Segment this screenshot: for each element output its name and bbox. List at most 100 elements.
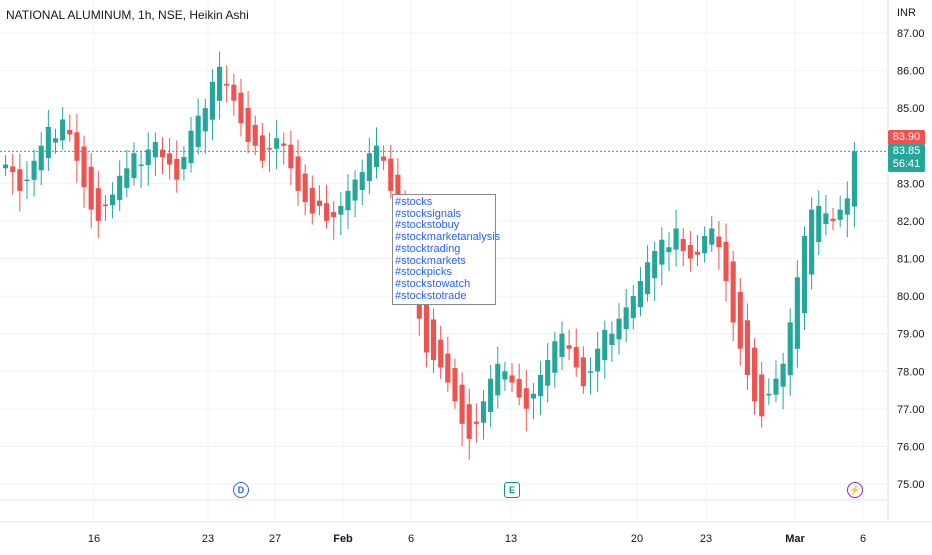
candle-body — [801, 235, 808, 314]
x-tick-label: 16 — [88, 533, 100, 545]
candle-body — [252, 124, 258, 146]
candle-body — [466, 404, 472, 439]
candle-body — [595, 348, 601, 372]
annotation-line: #stockmarketanalysis — [395, 231, 501, 244]
annotation-line: #stockstobuy — [395, 219, 460, 232]
candle-body — [602, 329, 608, 361]
candle-body — [52, 138, 59, 143]
candle-layer — [2, 51, 858, 460]
annotation-line: #stocksignals — [395, 207, 462, 220]
y-tick-label: 86.00 — [897, 66, 925, 78]
candle-body — [202, 108, 208, 132]
x-tick-label: 27 — [269, 533, 281, 545]
candle-body — [288, 144, 294, 169]
candle-body — [666, 247, 672, 253]
candle-body — [687, 245, 693, 259]
candle-body — [323, 203, 330, 221]
candle-body — [174, 158, 180, 180]
x-tick-label: 23 — [202, 533, 214, 545]
candle-body — [723, 241, 729, 282]
last-price-tag-red: 83.90 — [888, 130, 925, 145]
y-tick-label: 75.00 — [897, 479, 925, 491]
candle-body — [2, 164, 9, 169]
candle-body — [38, 145, 44, 171]
candle-body — [516, 378, 522, 398]
countdown-tag: 56:41 — [888, 157, 925, 172]
x-tick-label: Feb — [333, 533, 353, 545]
candle-body — [117, 175, 123, 200]
candle-body — [580, 357, 586, 387]
candle-body — [209, 81, 216, 120]
candle-body — [744, 320, 751, 376]
candle-body — [195, 115, 201, 147]
candle-body — [24, 179, 30, 182]
candle-body — [452, 368, 458, 402]
candle-body — [238, 92, 244, 124]
candle-body — [138, 164, 144, 167]
candle-body — [152, 141, 158, 158]
dividend-event-icon[interactable]: D — [233, 482, 249, 498]
candle-body — [473, 421, 479, 424]
split-event-icon[interactable]: ⚡ — [847, 482, 863, 498]
candle-body — [587, 371, 594, 373]
candle-body — [730, 261, 736, 323]
candle-body — [844, 198, 850, 215]
candle-body — [445, 353, 451, 383]
annotation-line: #stockstowatch — [395, 277, 471, 290]
candle-body — [559, 333, 565, 357]
candle-body — [366, 153, 372, 182]
candle-body — [231, 84, 237, 101]
candle-body — [131, 153, 137, 179]
y-tick-label: 87.00 — [897, 28, 925, 40]
last-price-tag-green: 83.85 — [888, 144, 925, 159]
candle-body — [816, 205, 822, 243]
candle-body — [359, 172, 365, 191]
x-tick-label: 6 — [860, 533, 866, 545]
candle-body — [438, 339, 444, 368]
candle-body — [787, 322, 793, 376]
candle-body — [616, 318, 622, 340]
annotation-line: #stockmarkets — [395, 254, 466, 267]
currency-label: INR — [897, 7, 916, 19]
candle-body — [459, 384, 465, 424]
candle-body — [823, 213, 829, 224]
x-tick-label: 13 — [505, 533, 517, 545]
candle-body — [259, 135, 265, 161]
candle-body — [694, 251, 701, 255]
candle-body — [216, 66, 223, 101]
candle-body — [95, 188, 101, 221]
candle-body — [124, 168, 130, 188]
annotation-line: #stocks — [395, 196, 433, 208]
candle-body — [673, 228, 679, 250]
candle-body — [737, 291, 743, 349]
candle-body — [644, 262, 651, 295]
chart-title: NATIONAL ALUMINUM, 1h, NSE, Heikin Ashi — [6, 8, 249, 22]
y-tick-label: 83.00 — [897, 178, 925, 190]
earnings-event-icon[interactable]: E — [504, 482, 520, 498]
candle-body — [145, 149, 151, 166]
candle-body — [552, 341, 558, 373]
candle-body — [809, 209, 815, 275]
candle-body — [623, 307, 629, 329]
y-tick-label: 85.00 — [897, 103, 925, 115]
candle-body — [652, 250, 658, 279]
annotation-box[interactable]: #stocks #stocksignals #stockstobuy #stoc… — [392, 194, 501, 305]
candle-body — [609, 333, 615, 346]
x-tick-label: 6 — [408, 533, 414, 545]
candle-body — [851, 151, 858, 207]
candle-body — [159, 149, 166, 158]
candle-body — [423, 286, 430, 353]
candle-body — [10, 166, 16, 173]
candle-body — [45, 126, 51, 159]
candle-body — [74, 132, 80, 161]
candle-body — [480, 401, 487, 423]
candle-body — [680, 239, 686, 251]
x-tick-label: 23 — [700, 533, 712, 545]
candle-body — [352, 179, 358, 201]
candle-body — [88, 166, 94, 210]
candle-body — [794, 277, 800, 349]
candle-body — [81, 146, 87, 188]
candle-body — [331, 212, 337, 218]
